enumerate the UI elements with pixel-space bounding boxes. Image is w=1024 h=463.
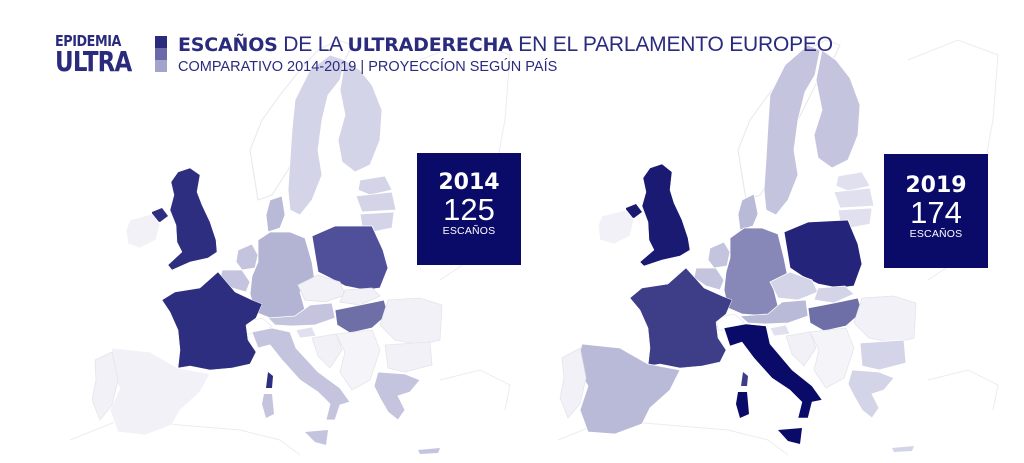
country-bulgaria[interactable] [384, 341, 433, 373]
brand-line-1: EPIDEMIA [55, 32, 121, 50]
legend-swatch-medium [155, 48, 167, 60]
title-text-de-la: DE LA [277, 33, 348, 56]
country-united-kingdom[interactable] [167, 167, 218, 271]
title-text-parlamento: EN EL PARLAMENTO EUROPEO [512, 33, 833, 56]
country-hungary[interactable] [334, 299, 389, 334]
country-united-kingdom[interactable] [639, 163, 691, 267]
legend-swatch-dark [155, 36, 167, 48]
country-sicily[interactable] [778, 428, 802, 444]
country-poland[interactable] [311, 225, 389, 291]
europe-map-2014 [69, 39, 511, 456]
box-seats-count: 125 [443, 192, 495, 227]
map-2019: 2019 174 ESCAÑOS [470, 0, 1024, 463]
country-poland[interactable] [783, 219, 863, 289]
country-bulgaria[interactable] [859, 339, 907, 371]
country-crete[interactable] [892, 446, 914, 452]
title-bold-ultraderecha: ULTRADERECHA [347, 34, 513, 56]
country-hungary[interactable] [807, 297, 863, 332]
country-france[interactable] [161, 271, 263, 371]
country-portugal[interactable] [559, 347, 587, 419]
country-spain[interactable] [575, 343, 681, 435]
country-slovenia[interactable] [769, 324, 791, 337]
country-finland[interactable] [337, 59, 383, 173]
country-crete[interactable] [418, 448, 440, 454]
box-year: 2014 [438, 170, 500, 195]
country-latvia[interactable] [833, 187, 875, 209]
country-greece[interactable] [847, 369, 895, 419]
country-germany[interactable] [723, 227, 789, 317]
page-subtitle: COMPARATIVO 2014-2019 | PROYECCÍON SEGÚN… [178, 59, 558, 75]
country-sardinia[interactable] [262, 394, 274, 418]
brand-line-2: ULTRA [55, 45, 132, 78]
country-sweden[interactable] [287, 54, 346, 216]
country-ireland[interactable] [597, 209, 635, 245]
country-portugal[interactable] [91, 351, 119, 421]
country-sweden[interactable] [763, 44, 821, 216]
country-croatia[interactable] [785, 331, 817, 367]
box-seats-label: ESCAÑOS [909, 228, 963, 240]
country-corsica[interactable] [266, 372, 273, 388]
chart-header: EPIDEMIA ULTRA ESCAÑOS DE LA ULTRADERECH… [0, 0, 1024, 100]
box-year: 2019 [905, 173, 967, 198]
page-title: ESCAÑOS DE LA ULTRADERECHA EN EL PARLAME… [178, 33, 833, 57]
country-austria[interactable] [739, 299, 809, 325]
country-france[interactable] [629, 267, 733, 369]
country-croatia[interactable] [311, 333, 343, 369]
country-romania[interactable] [379, 297, 443, 346]
country-greece[interactable] [373, 371, 421, 421]
country-slovenia[interactable] [295, 326, 317, 339]
country-estonia[interactable] [357, 175, 393, 196]
legend-swatch-light [155, 60, 167, 72]
brand-logo: EPIDEMIA ULTRA [55, 32, 141, 78]
country-estonia[interactable] [835, 171, 871, 192]
country-slovakia[interactable] [813, 285, 855, 304]
country-austria[interactable] [267, 302, 336, 327]
map-2014: 2014 125 ESCAÑOS [69, 39, 521, 456]
country-slovakia[interactable] [339, 287, 381, 306]
region-balkans [809, 327, 855, 389]
country-denmark[interactable] [737, 193, 759, 231]
country-corsica[interactable] [741, 372, 748, 386]
region-balkans [335, 329, 381, 391]
seats-box-2014: 2014 125 ESCAÑOS [417, 153, 521, 265]
seats-box-2019: 2019 174 ESCAÑOS [884, 154, 988, 268]
country-latvia[interactable] [355, 191, 397, 213]
country-sicily[interactable] [305, 430, 328, 445]
title-bold-escanos: ESCAÑOS [178, 34, 278, 56]
country-netherlands[interactable] [707, 241, 731, 269]
country-denmark[interactable] [265, 195, 286, 233]
country-netherlands[interactable] [235, 243, 259, 271]
box-seats-count: 174 [910, 195, 962, 230]
country-italy[interactable] [723, 323, 823, 419]
country-finland[interactable] [813, 49, 861, 169]
box-seats-label: ESCAÑOS [442, 225, 496, 237]
europe-map-2019 [557, 39, 999, 456]
legend-swatches [155, 36, 167, 72]
country-romania[interactable] [853, 295, 917, 344]
country-spain[interactable] [107, 347, 211, 436]
country-italy[interactable] [251, 327, 351, 421]
country-sardinia[interactable] [736, 392, 749, 418]
country-ireland[interactable] [125, 213, 161, 249]
